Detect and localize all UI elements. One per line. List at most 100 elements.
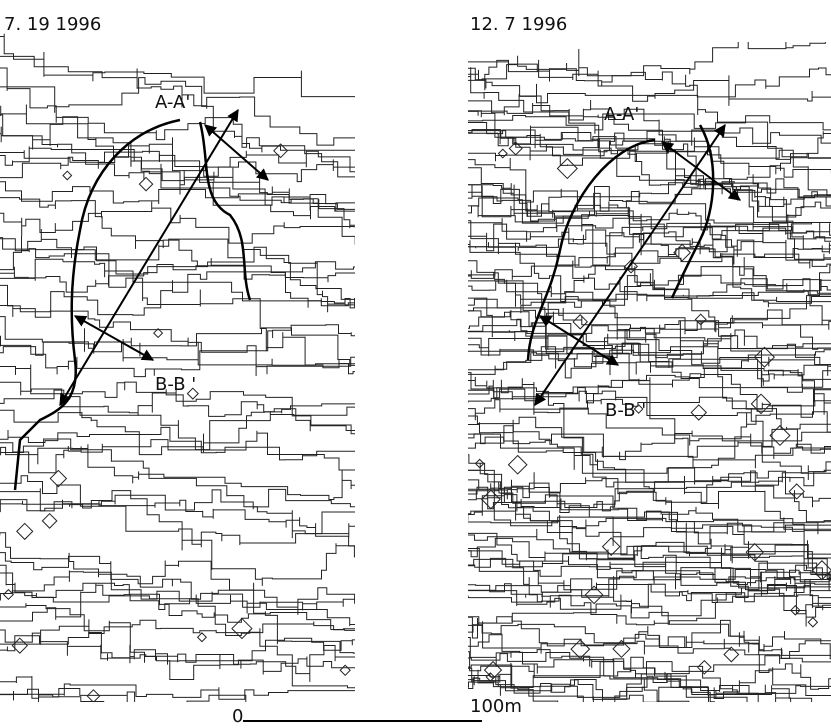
contour-line [468,415,831,469]
contour-line [0,619,355,645]
section-arrow [661,141,741,201]
contour-knoll [788,483,805,500]
contour-line [0,552,355,654]
contour-line [0,389,355,451]
contour-line [468,307,831,367]
contour-knoll [753,346,776,368]
contour-knoll [62,170,73,181]
contour-line [468,619,831,660]
contour-line [0,438,355,539]
contour-line [0,55,355,146]
contour-line [468,377,831,459]
contour-line [0,688,247,702]
scale-start: 0 [232,706,243,727]
section-arrow [59,108,239,407]
contour-knoll [507,454,528,475]
contour-knoll [508,141,523,156]
contour-knoll [16,522,34,541]
contour-line [468,310,831,388]
contour-map [468,42,831,702]
contour-knoll [811,560,831,581]
contour-line [0,77,355,153]
contour-line [468,486,831,575]
contour-line [468,49,831,98]
scale-bar: 0 100m [232,696,522,727]
section-label: B-B ' [605,400,646,421]
contour-knoll [769,424,791,447]
section-arrow [73,315,155,361]
contour-line [468,528,831,579]
contour-line [0,33,355,98]
contour-knoll [723,646,740,663]
contour-line [0,324,355,378]
contour-knoll [86,689,101,702]
contour-line [0,632,355,669]
contour-knoll [339,664,351,677]
contour-line [0,237,355,300]
section-arrow [538,315,620,366]
scarp-line [198,121,252,301]
contour-line [468,67,831,134]
contour-line [0,235,355,375]
contour-line [468,42,826,91]
contour-line [0,499,355,558]
contour-knoll [633,404,644,414]
contour-knoll [601,537,621,556]
contour-line [468,633,759,702]
contour-line [0,532,355,615]
contour-knoll [584,585,604,605]
contour-line [468,378,831,446]
contour-line [468,621,831,664]
scale-end: 100m [470,696,522,717]
contour-line [468,616,831,690]
contour-line [0,488,355,512]
contour-line [468,558,831,603]
contour-line [468,511,831,567]
contour-knoll [196,632,207,643]
contour-line [0,409,355,471]
contour-line [0,683,355,700]
section-label: A-A' [604,104,639,125]
contour-line [468,59,831,106]
contour-line [468,297,831,387]
contour-line [0,583,355,689]
section-arrows [59,108,741,407]
contour-line [468,433,831,489]
section-arrow [204,124,269,181]
contour-line [468,545,831,586]
contour-knoll [41,512,58,529]
contour-line [468,569,831,608]
contour-line [468,637,831,678]
contour-knoll [572,314,588,330]
contour-knoll [49,469,68,488]
contour-line [468,419,831,461]
contour-line [468,652,748,702]
contour-knoll [790,605,801,616]
contour-line [468,152,831,190]
contour-line [468,100,831,160]
contour-line [468,240,831,308]
contour-line [468,669,813,702]
contour-line [468,270,831,332]
panel-date: 12. 7 1996 [470,14,567,35]
contour-knoll [690,404,708,421]
contour-line [0,564,355,631]
contour-knoll [11,637,29,654]
contour-line [0,572,355,627]
contour-line [468,582,831,602]
contour-line [0,146,355,177]
contour-line [468,594,831,626]
contour-knoll [273,143,289,159]
section-label: B-B ' [155,374,196,395]
contour-line [468,433,831,532]
contour-knoll [697,659,712,675]
contour-line [0,327,355,366]
contour-line [0,475,355,548]
contour-knoll [474,458,485,469]
contour-line [468,548,831,617]
contour-line [468,537,831,607]
contour-line [468,532,831,577]
contour-knoll [2,588,15,601]
contour-line [0,676,105,702]
